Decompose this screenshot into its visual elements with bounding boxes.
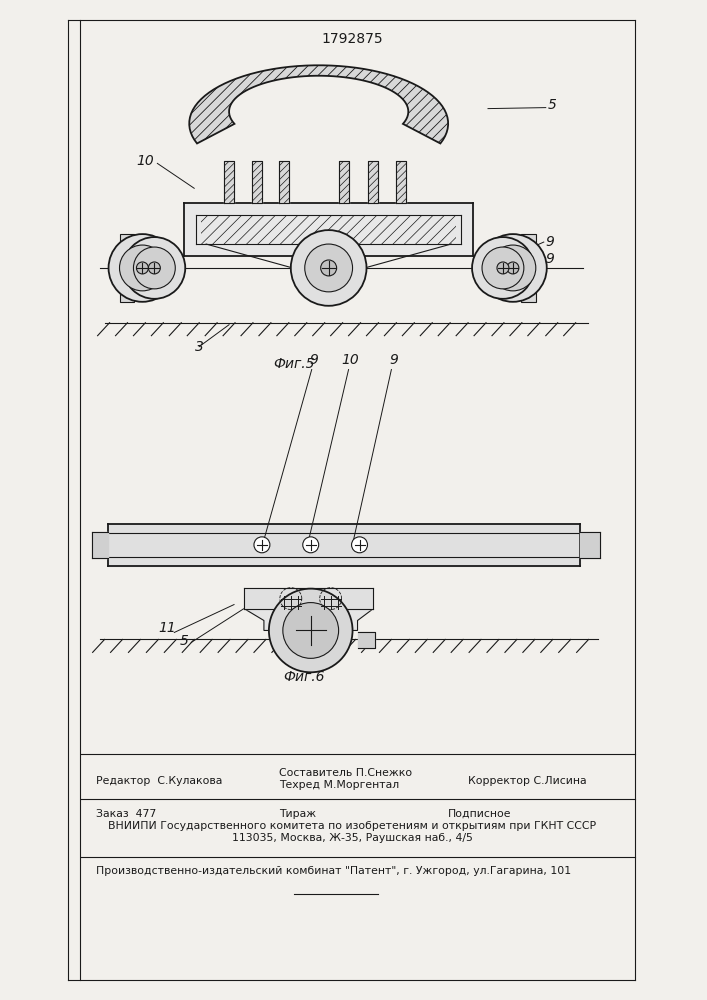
Text: 1792875: 1792875	[321, 32, 383, 46]
Polygon shape	[189, 65, 448, 143]
Polygon shape	[185, 203, 473, 256]
Text: 10: 10	[136, 154, 154, 168]
Circle shape	[291, 230, 366, 306]
Text: 9: 9	[546, 252, 554, 266]
Circle shape	[148, 262, 160, 274]
Text: 11: 11	[158, 621, 176, 635]
Bar	[119, 234, 134, 302]
Text: Заказ  477: Заказ 477	[95, 809, 156, 819]
Circle shape	[507, 262, 519, 274]
Text: Фиг.5: Фиг.5	[273, 357, 315, 371]
Circle shape	[490, 245, 536, 291]
Text: 113035, Москва, Ж-35, Раушская наб., 4/5: 113035, Москва, Ж-35, Раушская наб., 4/5	[232, 833, 472, 843]
Text: 9: 9	[546, 235, 554, 249]
Text: 9: 9	[309, 353, 318, 367]
Polygon shape	[339, 161, 349, 203]
Text: ВНИИПИ Государственного комитета по изобретениям и открытиям при ГКНТ СССР: ВНИИПИ Государственного комитета по изоб…	[108, 821, 596, 831]
Text: 3: 3	[194, 340, 204, 354]
Text: 5: 5	[548, 98, 556, 112]
Text: 9: 9	[389, 353, 398, 367]
Circle shape	[283, 603, 339, 658]
Polygon shape	[279, 161, 289, 203]
Text: Производственно-издательский комбинат "Патент", г. Ужгород, ул.Гагарина, 101: Производственно-издательский комбинат "П…	[95, 866, 571, 876]
Polygon shape	[92, 532, 107, 558]
Text: Тираж: Тираж	[279, 809, 316, 819]
Circle shape	[124, 237, 185, 299]
Circle shape	[497, 262, 509, 274]
Text: Фиг.6: Фиг.6	[283, 670, 325, 684]
Circle shape	[254, 537, 270, 553]
Polygon shape	[107, 524, 580, 566]
Text: Техред М.Моргентал: Техред М.Моргентал	[279, 780, 399, 790]
Polygon shape	[244, 609, 373, 630]
Circle shape	[136, 262, 148, 274]
Circle shape	[482, 247, 524, 289]
Polygon shape	[252, 161, 262, 203]
Circle shape	[305, 244, 353, 292]
Text: Редактор  С.Кулакова: Редактор С.Кулакова	[95, 776, 222, 786]
Circle shape	[119, 245, 165, 291]
Circle shape	[351, 537, 368, 553]
Text: Составитель П.Снежко: Составитель П.Снежко	[279, 768, 412, 778]
Polygon shape	[358, 632, 375, 648]
Circle shape	[303, 537, 319, 553]
Circle shape	[109, 234, 176, 302]
Text: Подписное: Подписное	[448, 809, 512, 819]
Circle shape	[321, 260, 337, 276]
Text: 10: 10	[341, 353, 359, 367]
Bar	[521, 234, 536, 302]
Text: Корректор С.Лисина: Корректор С.Лисина	[468, 776, 587, 786]
Circle shape	[479, 234, 547, 302]
Polygon shape	[368, 161, 378, 203]
Polygon shape	[580, 532, 600, 558]
Polygon shape	[397, 161, 407, 203]
Polygon shape	[224, 161, 234, 203]
Polygon shape	[244, 588, 373, 609]
Circle shape	[134, 247, 175, 289]
Circle shape	[472, 237, 534, 299]
Text: 5: 5	[180, 634, 189, 648]
Circle shape	[269, 589, 353, 672]
